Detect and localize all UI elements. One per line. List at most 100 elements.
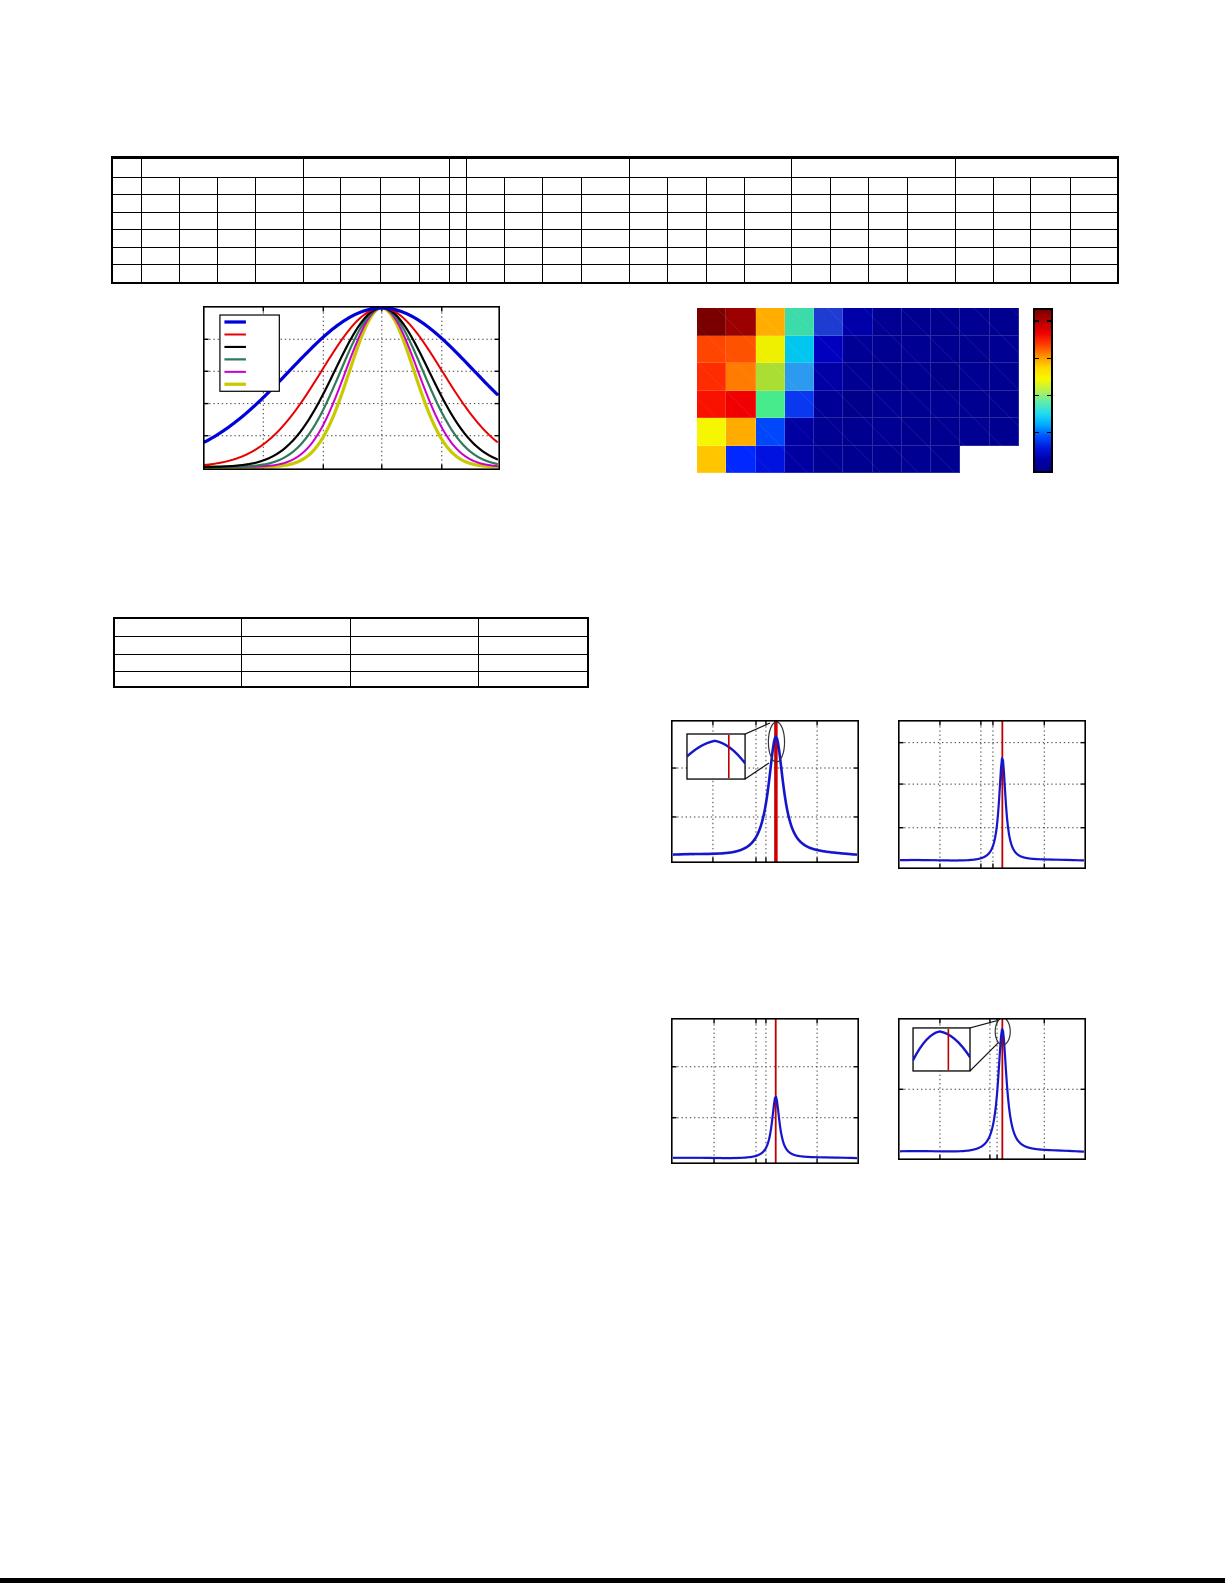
plot-frame [203, 306, 500, 470]
table-cell [867, 229, 908, 248]
table-cell [302, 264, 341, 283]
table-cell [906, 212, 956, 230]
heatmap-cell [843, 335, 873, 363]
table-cell [178, 247, 218, 265]
table-cell [541, 229, 582, 248]
table-cell [666, 212, 707, 230]
table-cell [178, 194, 218, 213]
table-cell [541, 177, 582, 195]
heatmap-cell [931, 390, 961, 418]
table-cell [349, 670, 479, 688]
table-cell [541, 194, 582, 213]
heatmap-cell [726, 363, 756, 391]
table-cell [628, 194, 668, 213]
table-cell [339, 264, 381, 283]
table-cell [503, 264, 543, 283]
magnifier-ellipse [767, 721, 786, 763]
heatmap-cell [726, 390, 756, 418]
heatmap-cell [697, 390, 727, 418]
table-cell [140, 212, 180, 230]
results-table-top [111, 156, 1119, 284]
table-cell [178, 177, 218, 195]
group-header-cell [954, 157, 1119, 178]
table-cell [448, 194, 467, 213]
heatmap-figure [697, 308, 1019, 473]
heatmap-cell [931, 363, 961, 391]
table-cell [1069, 247, 1119, 265]
table-cell [790, 194, 831, 213]
table-cell [541, 264, 582, 283]
colorbar-tick [1035, 357, 1039, 359]
table-cell [867, 247, 908, 265]
magnifier-connector-line [969, 1020, 997, 1029]
table-cell [580, 229, 630, 248]
table-cell [254, 194, 304, 213]
table-cell [140, 177, 180, 195]
table-cell [992, 194, 1031, 213]
table-cell [628, 247, 668, 265]
heatmap-cell [901, 390, 932, 418]
table-cell [379, 247, 420, 265]
heatmap-cell [960, 390, 990, 418]
table-cell [580, 212, 630, 230]
plot-frame [898, 720, 1086, 869]
heatmap-cell [901, 418, 932, 446]
heatmap-cell [814, 418, 844, 446]
peak-plot-top-right [898, 720, 1086, 869]
table-cell [954, 229, 994, 248]
data-curve [204, 307, 498, 466]
table-cell [1069, 264, 1119, 283]
heatmap-cell [726, 418, 756, 446]
heatmap-cell [872, 390, 902, 418]
table-cell [477, 670, 589, 688]
colorbar [1033, 308, 1053, 473]
table-cell [111, 177, 142, 195]
table-cell [666, 229, 707, 248]
table-cell [448, 264, 467, 283]
table-cell [302, 229, 341, 248]
table-cell [628, 264, 668, 283]
table-cell [339, 247, 381, 265]
table-cell [503, 212, 543, 230]
plot-frame [671, 720, 859, 863]
table-cell [465, 229, 505, 248]
heatmap-cell [697, 308, 727, 336]
heatmap-cell [784, 335, 815, 363]
table-cell [216, 177, 256, 195]
table-cell [465, 264, 505, 283]
table-cell [743, 264, 792, 283]
heatmap-cell [989, 390, 1019, 418]
table-cell [829, 194, 869, 213]
table-cell [666, 264, 707, 283]
table-cell [541, 212, 582, 230]
table-cell [465, 247, 505, 265]
table-cell [992, 177, 1031, 195]
table-cell [1029, 229, 1071, 248]
table-cell [240, 617, 351, 637]
heatmap-cell [960, 308, 990, 336]
table-cell [339, 194, 381, 213]
heatmap-cell [697, 445, 727, 473]
table-cell [216, 247, 256, 265]
table-cell [113, 670, 242, 688]
table-cell [743, 247, 792, 265]
heatmap-cell [931, 335, 961, 363]
magnifier-ellipse [994, 1018, 1011, 1046]
table-cell [705, 264, 745, 283]
table-cell [829, 177, 869, 195]
heatmap-cell [901, 445, 932, 473]
table-cell [829, 247, 869, 265]
table-cell [254, 177, 304, 195]
table-cell [418, 177, 450, 195]
heatmap-cell [960, 363, 990, 391]
table-cell [302, 247, 341, 265]
table-cell [111, 212, 142, 230]
table-cell [113, 617, 242, 637]
colorbar-tick [1035, 320, 1039, 322]
heatmap-cell [814, 445, 844, 473]
table-cell [954, 194, 994, 213]
table-cell [743, 194, 792, 213]
table-cell [954, 264, 994, 283]
table-cell [216, 194, 256, 213]
group-header-cell [140, 157, 304, 178]
